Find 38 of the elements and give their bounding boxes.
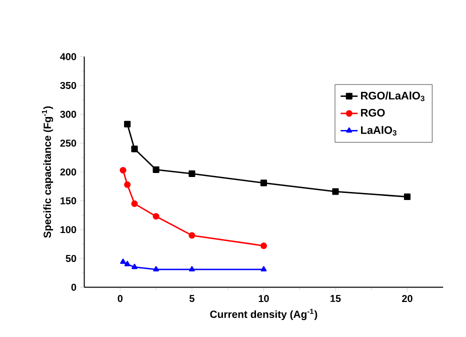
point <box>131 146 138 152</box>
point <box>260 180 267 186</box>
point <box>189 266 195 272</box>
y-tick-label: 350 <box>60 82 76 90</box>
x-tick-label: 20 <box>402 295 412 302</box>
point <box>124 181 131 188</box>
x-axis-title: Current density (Ag$^{-1}$) <box>210 308 318 320</box>
y-tick-label: 400 <box>60 53 76 60</box>
y-tick-label: 250 <box>60 140 76 147</box>
legend-label: RGO/LaAlO$_{3}$ <box>361 91 424 102</box>
point <box>152 166 160 173</box>
point <box>188 170 196 177</box>
x-tick-label: 5 <box>189 295 194 302</box>
point <box>332 188 339 195</box>
x-tick-label: 0 <box>118 295 123 302</box>
y-tick-label: 100 <box>60 226 76 234</box>
x-tick-label: 10 <box>258 295 269 302</box>
point <box>404 193 411 200</box>
y-tick-label: 0 <box>71 284 76 291</box>
y-tick-label: 300 <box>60 110 76 118</box>
legend-label: RGO <box>361 108 385 117</box>
point <box>152 213 160 220</box>
y-tick-label: 200 <box>60 168 76 176</box>
point <box>120 258 126 264</box>
y-tick-label: 50 <box>66 254 76 262</box>
point <box>260 266 267 272</box>
x-tick-label: 15 <box>330 295 341 302</box>
point <box>153 266 159 272</box>
point <box>260 242 267 250</box>
point <box>124 120 131 128</box>
point <box>124 260 130 266</box>
point <box>188 232 196 239</box>
legend-label: LaAlO$_{3}$ <box>361 126 396 136</box>
point <box>120 166 126 174</box>
point <box>131 200 138 207</box>
point <box>132 264 138 270</box>
y-axis-title: Specific capacitance (Fg$^{-1}$) <box>42 106 54 238</box>
y-tick-label: 150 <box>60 197 76 204</box>
